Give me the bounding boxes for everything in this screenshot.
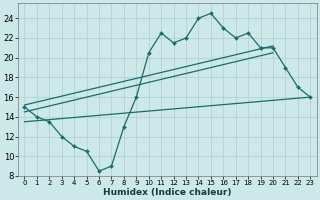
- X-axis label: Humidex (Indice chaleur): Humidex (Indice chaleur): [103, 188, 232, 197]
